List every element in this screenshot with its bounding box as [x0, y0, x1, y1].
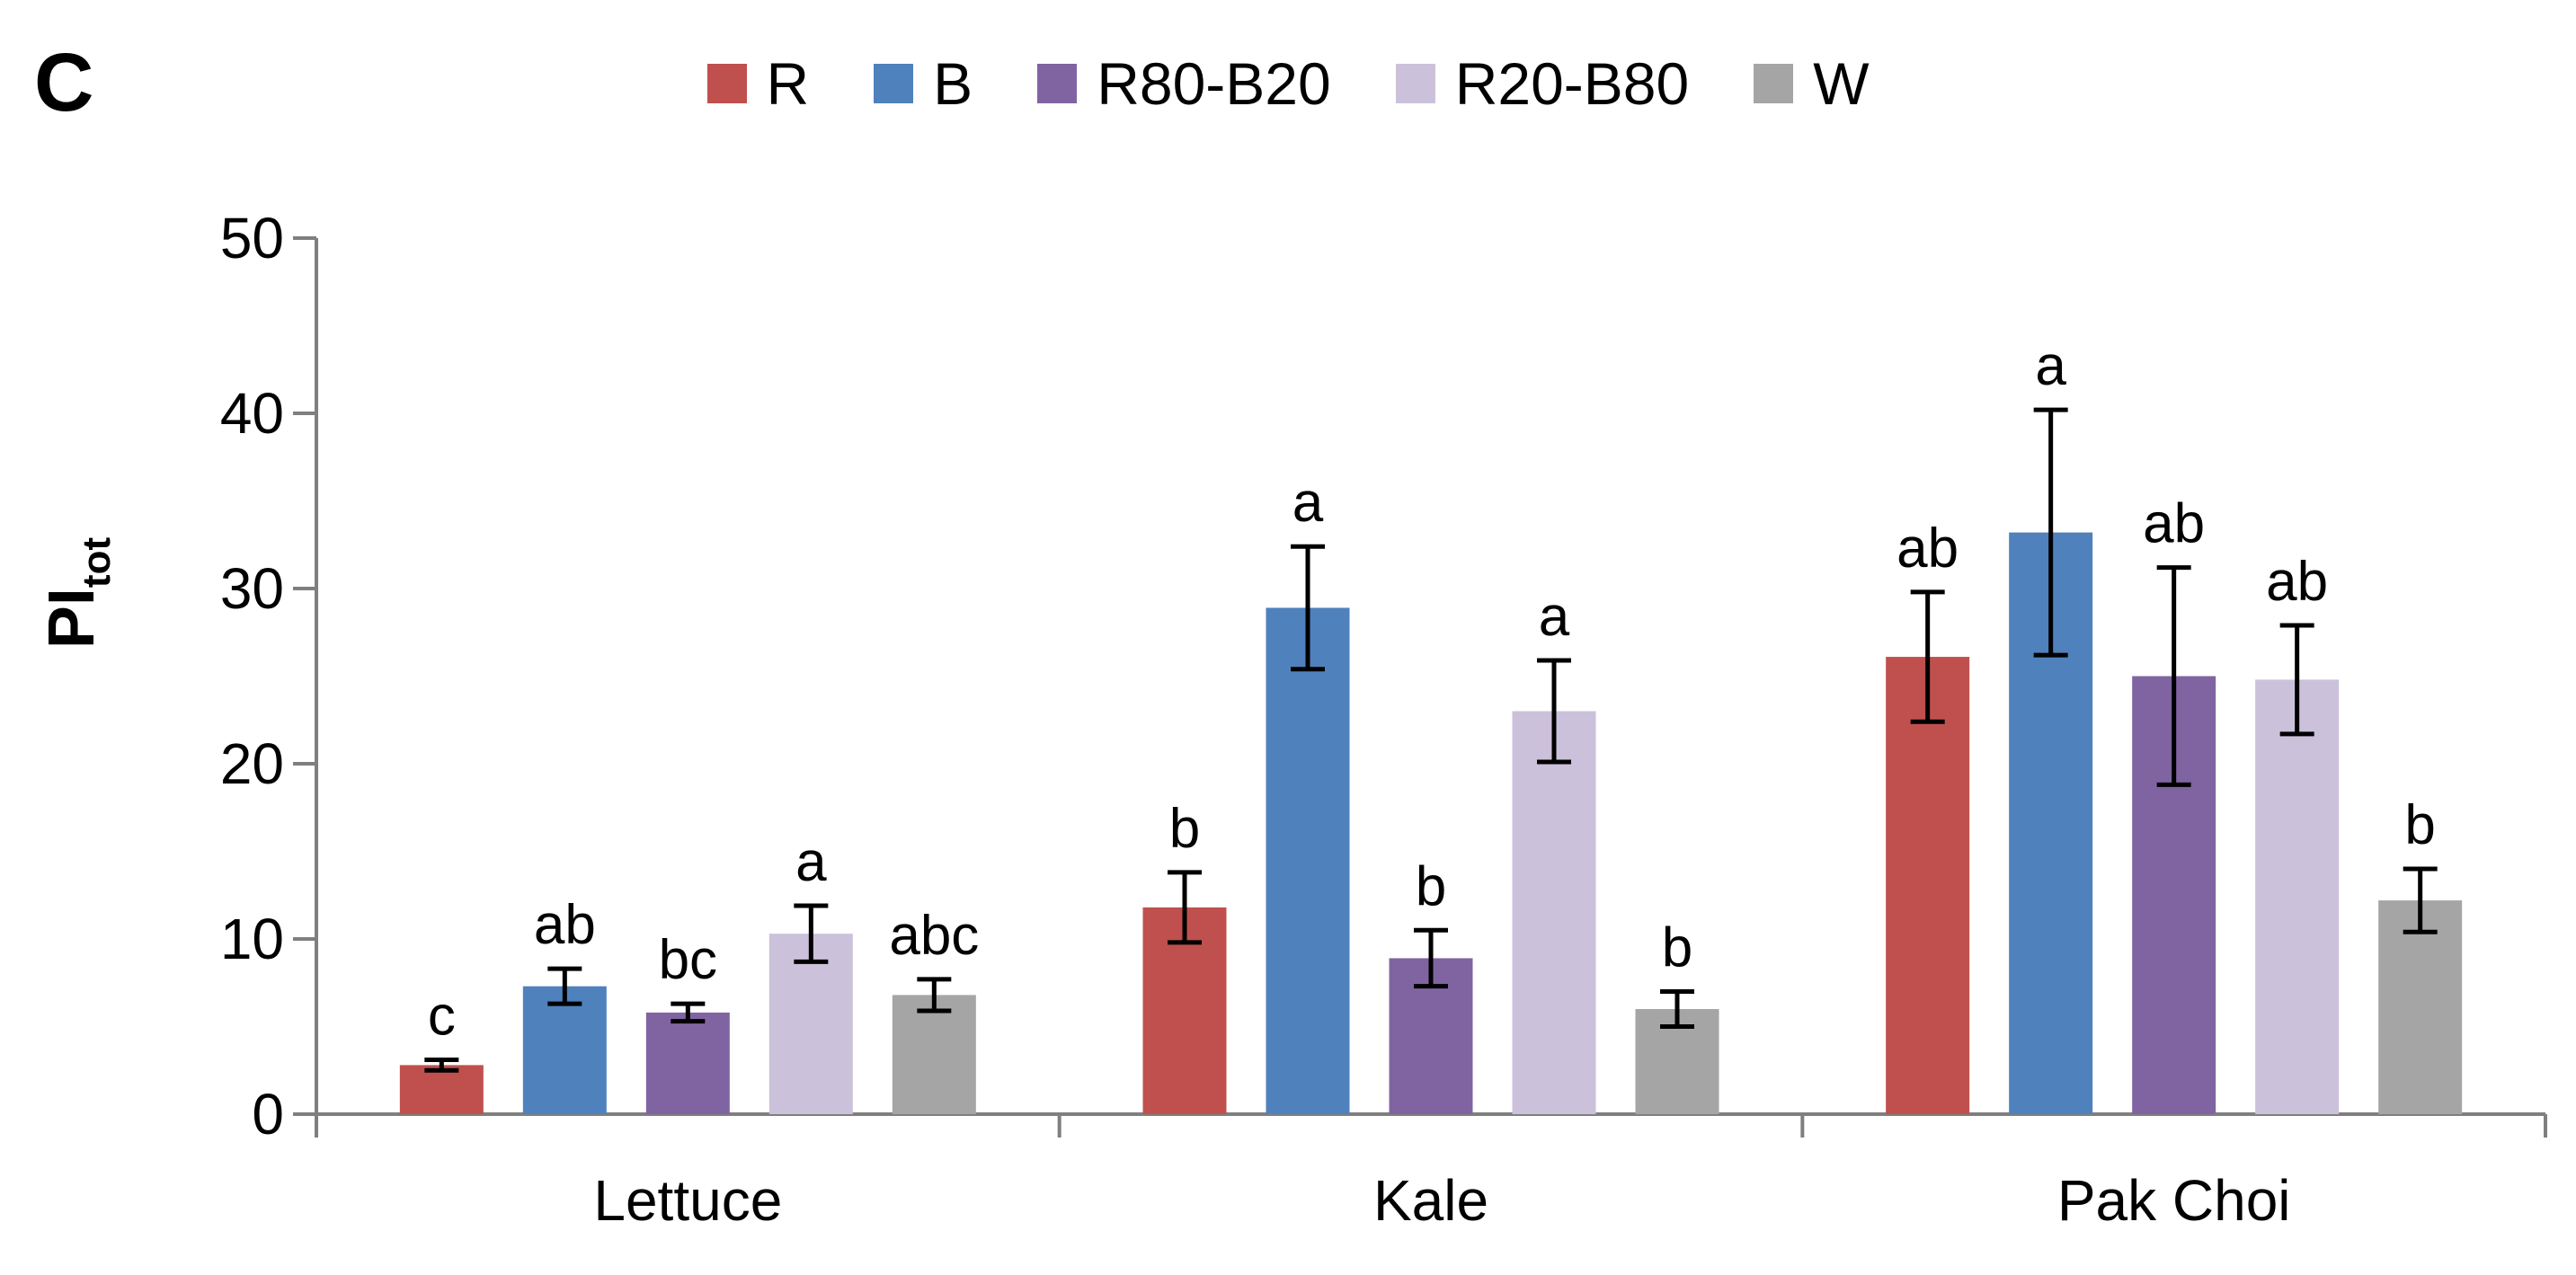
y-tick-label: 30 — [220, 556, 284, 621]
legend-swatch — [1754, 64, 1794, 103]
bar — [1512, 711, 1596, 1114]
significance-label: ab — [534, 894, 596, 956]
legend-label: R — [766, 50, 810, 117]
legend-item: R — [706, 49, 810, 118]
significance-label: ab — [2266, 551, 2328, 613]
legend-swatch — [1037, 64, 1078, 103]
significance-label: ab — [2143, 493, 2205, 555]
bar — [645, 1012, 730, 1114]
panel-label: C — [34, 37, 94, 128]
significance-label: a — [2035, 335, 2066, 397]
y-tick-label: 20 — [220, 731, 284, 796]
significance-label: bc — [659, 929, 717, 991]
legend-item: W — [1754, 49, 1870, 118]
significance-label: a — [1539, 586, 1570, 648]
legend-label: R80-B20 — [1097, 50, 1331, 117]
legend-label: B — [933, 50, 973, 117]
significance-label: b — [1416, 855, 1446, 917]
bar — [2255, 679, 2340, 1114]
legend-label: W — [1813, 50, 1870, 117]
y-tick-label: 50 — [220, 206, 284, 270]
bar — [1266, 607, 1350, 1114]
y-tick-label: 40 — [220, 381, 284, 446]
x-tick-label: Kale — [1373, 1168, 1488, 1233]
bar — [1886, 657, 1970, 1114]
y-tick-label: 10 — [220, 907, 284, 971]
legend-swatch — [706, 64, 747, 103]
bar — [2378, 900, 2463, 1114]
significance-label: b — [1662, 917, 1692, 979]
legend-label: R20-B80 — [1454, 50, 1690, 117]
legend-item: R20-B80 — [1395, 49, 1690, 118]
bar — [522, 986, 607, 1114]
legend: R B R80-B20 R20-B80 W — [0, 49, 2576, 118]
legend-item: R80-B20 — [1037, 49, 1331, 118]
significance-label: c — [428, 986, 456, 1048]
bar — [399, 1065, 484, 1114]
legend-swatch — [1395, 64, 1435, 103]
significance-label: b — [2404, 794, 2435, 856]
significance-label: b — [1169, 798, 1200, 860]
legend-swatch — [874, 64, 914, 103]
significance-label: a — [1292, 472, 1324, 534]
legend-item: B — [874, 49, 973, 118]
x-tick-label: Pak Choi — [2057, 1168, 2291, 1233]
x-tick-label: Lettuce — [593, 1168, 782, 1233]
significance-label: a — [795, 831, 827, 893]
y-tick-label: 0 — [252, 1082, 284, 1147]
bar — [892, 995, 976, 1114]
significance-label: ab — [1896, 518, 1959, 580]
significance-label: abc — [889, 905, 979, 967]
